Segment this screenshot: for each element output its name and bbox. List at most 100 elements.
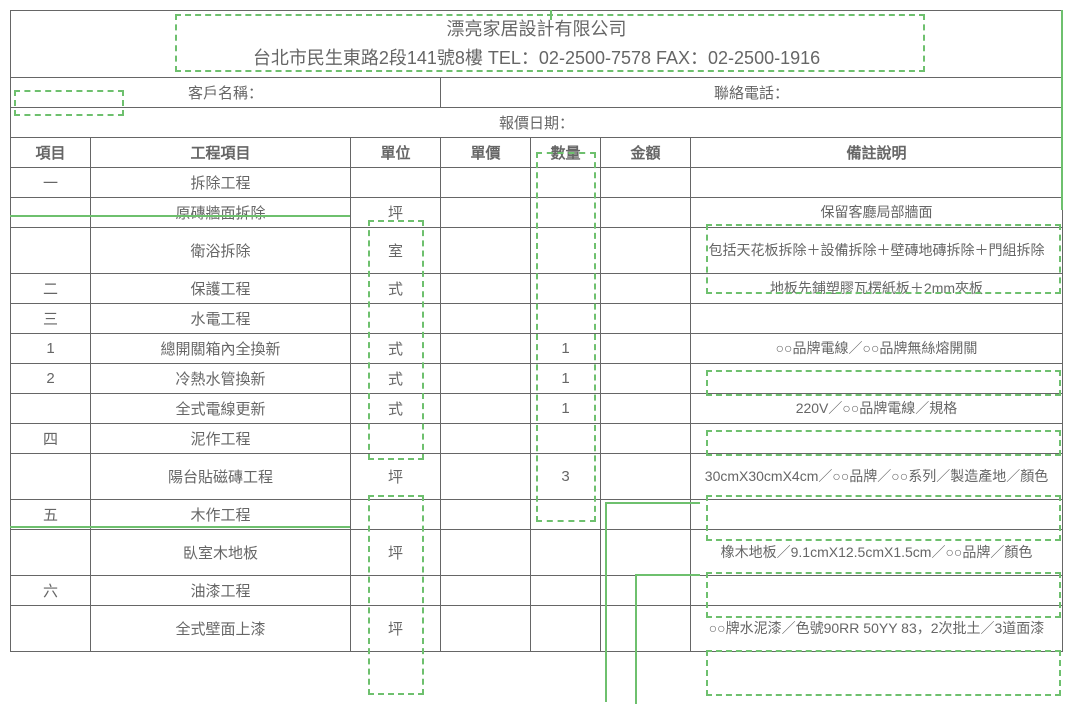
cell-work: 油漆工程 bbox=[91, 575, 351, 605]
table-row: 四泥作工程 bbox=[11, 423, 1063, 453]
table-row: 六油漆工程 bbox=[11, 575, 1063, 605]
cell-qty bbox=[531, 605, 601, 651]
table-row: 陽台貼磁磚工程坪 3 30cmX30cmX4cm／○○品牌／○○系列／製造產地／顏色 bbox=[11, 453, 1063, 499]
cell-remark: 地板先鋪塑膠瓦楞紙板＋2mm夾板 bbox=[691, 273, 1063, 303]
cell-price bbox=[441, 393, 531, 423]
cell-remark: 220V／○○品牌電線／規格 bbox=[691, 393, 1063, 423]
cell-qty bbox=[531, 273, 601, 303]
cell-price bbox=[441, 529, 531, 575]
header-row: 漂亮家居設計有限公司 台北市民生東路2段141號8樓 TEL：02-2500-7… bbox=[11, 11, 1063, 78]
cell-remark bbox=[691, 423, 1063, 453]
highlight-remark-6 bbox=[706, 650, 1061, 696]
cell-amt bbox=[601, 333, 691, 363]
column-header-row: 項目 工程項目 單位 單價 數量 金額 備註說明 bbox=[11, 137, 1063, 167]
col-work: 工程項目 bbox=[91, 137, 351, 167]
quotation-page: 漂亮家居設計有限公司 台北市民生東路2段141號8樓 TEL：02-2500-7… bbox=[10, 10, 1063, 652]
col-price: 單價 bbox=[441, 137, 531, 167]
cell-unit: 坪 bbox=[351, 605, 441, 651]
cell-amt bbox=[601, 273, 691, 303]
cell-item: 1 bbox=[11, 333, 91, 363]
cell-unit bbox=[351, 167, 441, 197]
cell-unit: 室 bbox=[351, 227, 441, 273]
cell-amt bbox=[601, 605, 691, 651]
cell-item bbox=[11, 197, 91, 227]
cell-qty bbox=[531, 303, 601, 333]
cell-qty bbox=[531, 529, 601, 575]
cell-work: 泥作工程 bbox=[91, 423, 351, 453]
cell-remark: 橡木地板／9.1cmX12.5cmX1.5cm／○○品牌／顏色 bbox=[691, 529, 1063, 575]
cell-price bbox=[441, 333, 531, 363]
cell-unit: 式 bbox=[351, 363, 441, 393]
cell-unit: 坪 bbox=[351, 529, 441, 575]
cell-price bbox=[441, 453, 531, 499]
cell-qty bbox=[531, 499, 601, 529]
cell-item: 二 bbox=[11, 273, 91, 303]
table-row: 2冷熱水管換新式1 bbox=[11, 363, 1063, 393]
cell-item bbox=[11, 605, 91, 651]
cell-item: 六 bbox=[11, 575, 91, 605]
cell-price bbox=[441, 499, 531, 529]
cell-work: 全式壁面上漆 bbox=[91, 605, 351, 651]
cell-unit: 坪 bbox=[351, 197, 441, 227]
company-name: 漂亮家居設計有限公司 bbox=[17, 15, 1056, 44]
cell-remark: 30cmX30cmX4cm／○○品牌／○○系列／製造產地／顏色 bbox=[691, 453, 1063, 499]
cell-work: 臥室木地板 bbox=[91, 529, 351, 575]
col-amount: 金額 bbox=[601, 137, 691, 167]
quotation-table: 漂亮家居設計有限公司 台北市民生東路2段141號8樓 TEL：02-2500-7… bbox=[10, 10, 1063, 652]
cell-amt bbox=[601, 167, 691, 197]
cell-amt bbox=[601, 303, 691, 333]
cell-price bbox=[441, 363, 531, 393]
cell-qty bbox=[531, 423, 601, 453]
cell-item bbox=[11, 393, 91, 423]
cell-remark: 包括天花板拆除＋設備拆除＋壁磚地磚拆除＋門組拆除 bbox=[691, 227, 1063, 273]
col-item: 項目 bbox=[11, 137, 91, 167]
table-row: 全式壁面上漆坪 ○○牌水泥漆／色號90RR 50YY 83，2次批土／3道面漆 bbox=[11, 605, 1063, 651]
col-unit: 單位 bbox=[351, 137, 441, 167]
quote-date-label: 報價日期： bbox=[11, 107, 1063, 137]
cell-item bbox=[11, 453, 91, 499]
cell-remark bbox=[691, 363, 1063, 393]
table-row: 臥室木地板坪 橡木地板／9.1cmX12.5cmX1.5cm／○○品牌／顏色 bbox=[11, 529, 1063, 575]
cell-qty: 3 bbox=[531, 453, 601, 499]
cell-amt bbox=[601, 227, 691, 273]
table-row: 全式電線更新式1220V／○○品牌電線／規格 bbox=[11, 393, 1063, 423]
cell-unit bbox=[351, 303, 441, 333]
cell-unit bbox=[351, 575, 441, 605]
cell-amt bbox=[601, 529, 691, 575]
cell-qty: 1 bbox=[531, 333, 601, 363]
table-body: 一拆除工程原磚牆面拆除坪保留客廳局部牆面衛浴拆除室包括天花板拆除＋設備拆除＋壁磚… bbox=[11, 167, 1063, 651]
cell-price bbox=[441, 303, 531, 333]
cell-remark: ○○品牌電線／○○品牌無絲熔開關 bbox=[691, 333, 1063, 363]
cell-price bbox=[441, 167, 531, 197]
cell-amt bbox=[601, 197, 691, 227]
table-row: 原磚牆面拆除坪保留客廳局部牆面 bbox=[11, 197, 1063, 227]
cell-item: 四 bbox=[11, 423, 91, 453]
cell-unit bbox=[351, 423, 441, 453]
cell-remark bbox=[691, 167, 1063, 197]
cell-work: 水電工程 bbox=[91, 303, 351, 333]
cell-remark: 保留客廳局部牆面 bbox=[691, 197, 1063, 227]
cell-qty: 1 bbox=[531, 393, 601, 423]
company-address: 台北市民生東路2段141號8樓 TEL：02-2500-7578 FAX：02-… bbox=[17, 44, 1056, 73]
cell-remark: ○○牌水泥漆／色號90RR 50YY 83，2次批土／3道面漆 bbox=[691, 605, 1063, 651]
cell-amt bbox=[601, 575, 691, 605]
cell-qty bbox=[531, 197, 601, 227]
cell-work: 衛浴拆除 bbox=[91, 227, 351, 273]
cell-work: 陽台貼磁磚工程 bbox=[91, 453, 351, 499]
cell-unit: 坪 bbox=[351, 453, 441, 499]
cell-remark bbox=[691, 303, 1063, 333]
cell-remark bbox=[691, 575, 1063, 605]
cell-work: 全式電線更新 bbox=[91, 393, 351, 423]
cell-qty bbox=[531, 227, 601, 273]
cell-price bbox=[441, 575, 531, 605]
cell-item: 三 bbox=[11, 303, 91, 333]
contact-phone-label: 聯絡電話： bbox=[441, 77, 1063, 107]
cell-amt bbox=[601, 453, 691, 499]
cell-price bbox=[441, 197, 531, 227]
cell-price bbox=[441, 423, 531, 453]
cell-work: 木作工程 bbox=[91, 499, 351, 529]
cell-price bbox=[441, 227, 531, 273]
cell-unit: 式 bbox=[351, 333, 441, 363]
cell-work: 拆除工程 bbox=[91, 167, 351, 197]
col-remark: 備註說明 bbox=[691, 137, 1063, 167]
